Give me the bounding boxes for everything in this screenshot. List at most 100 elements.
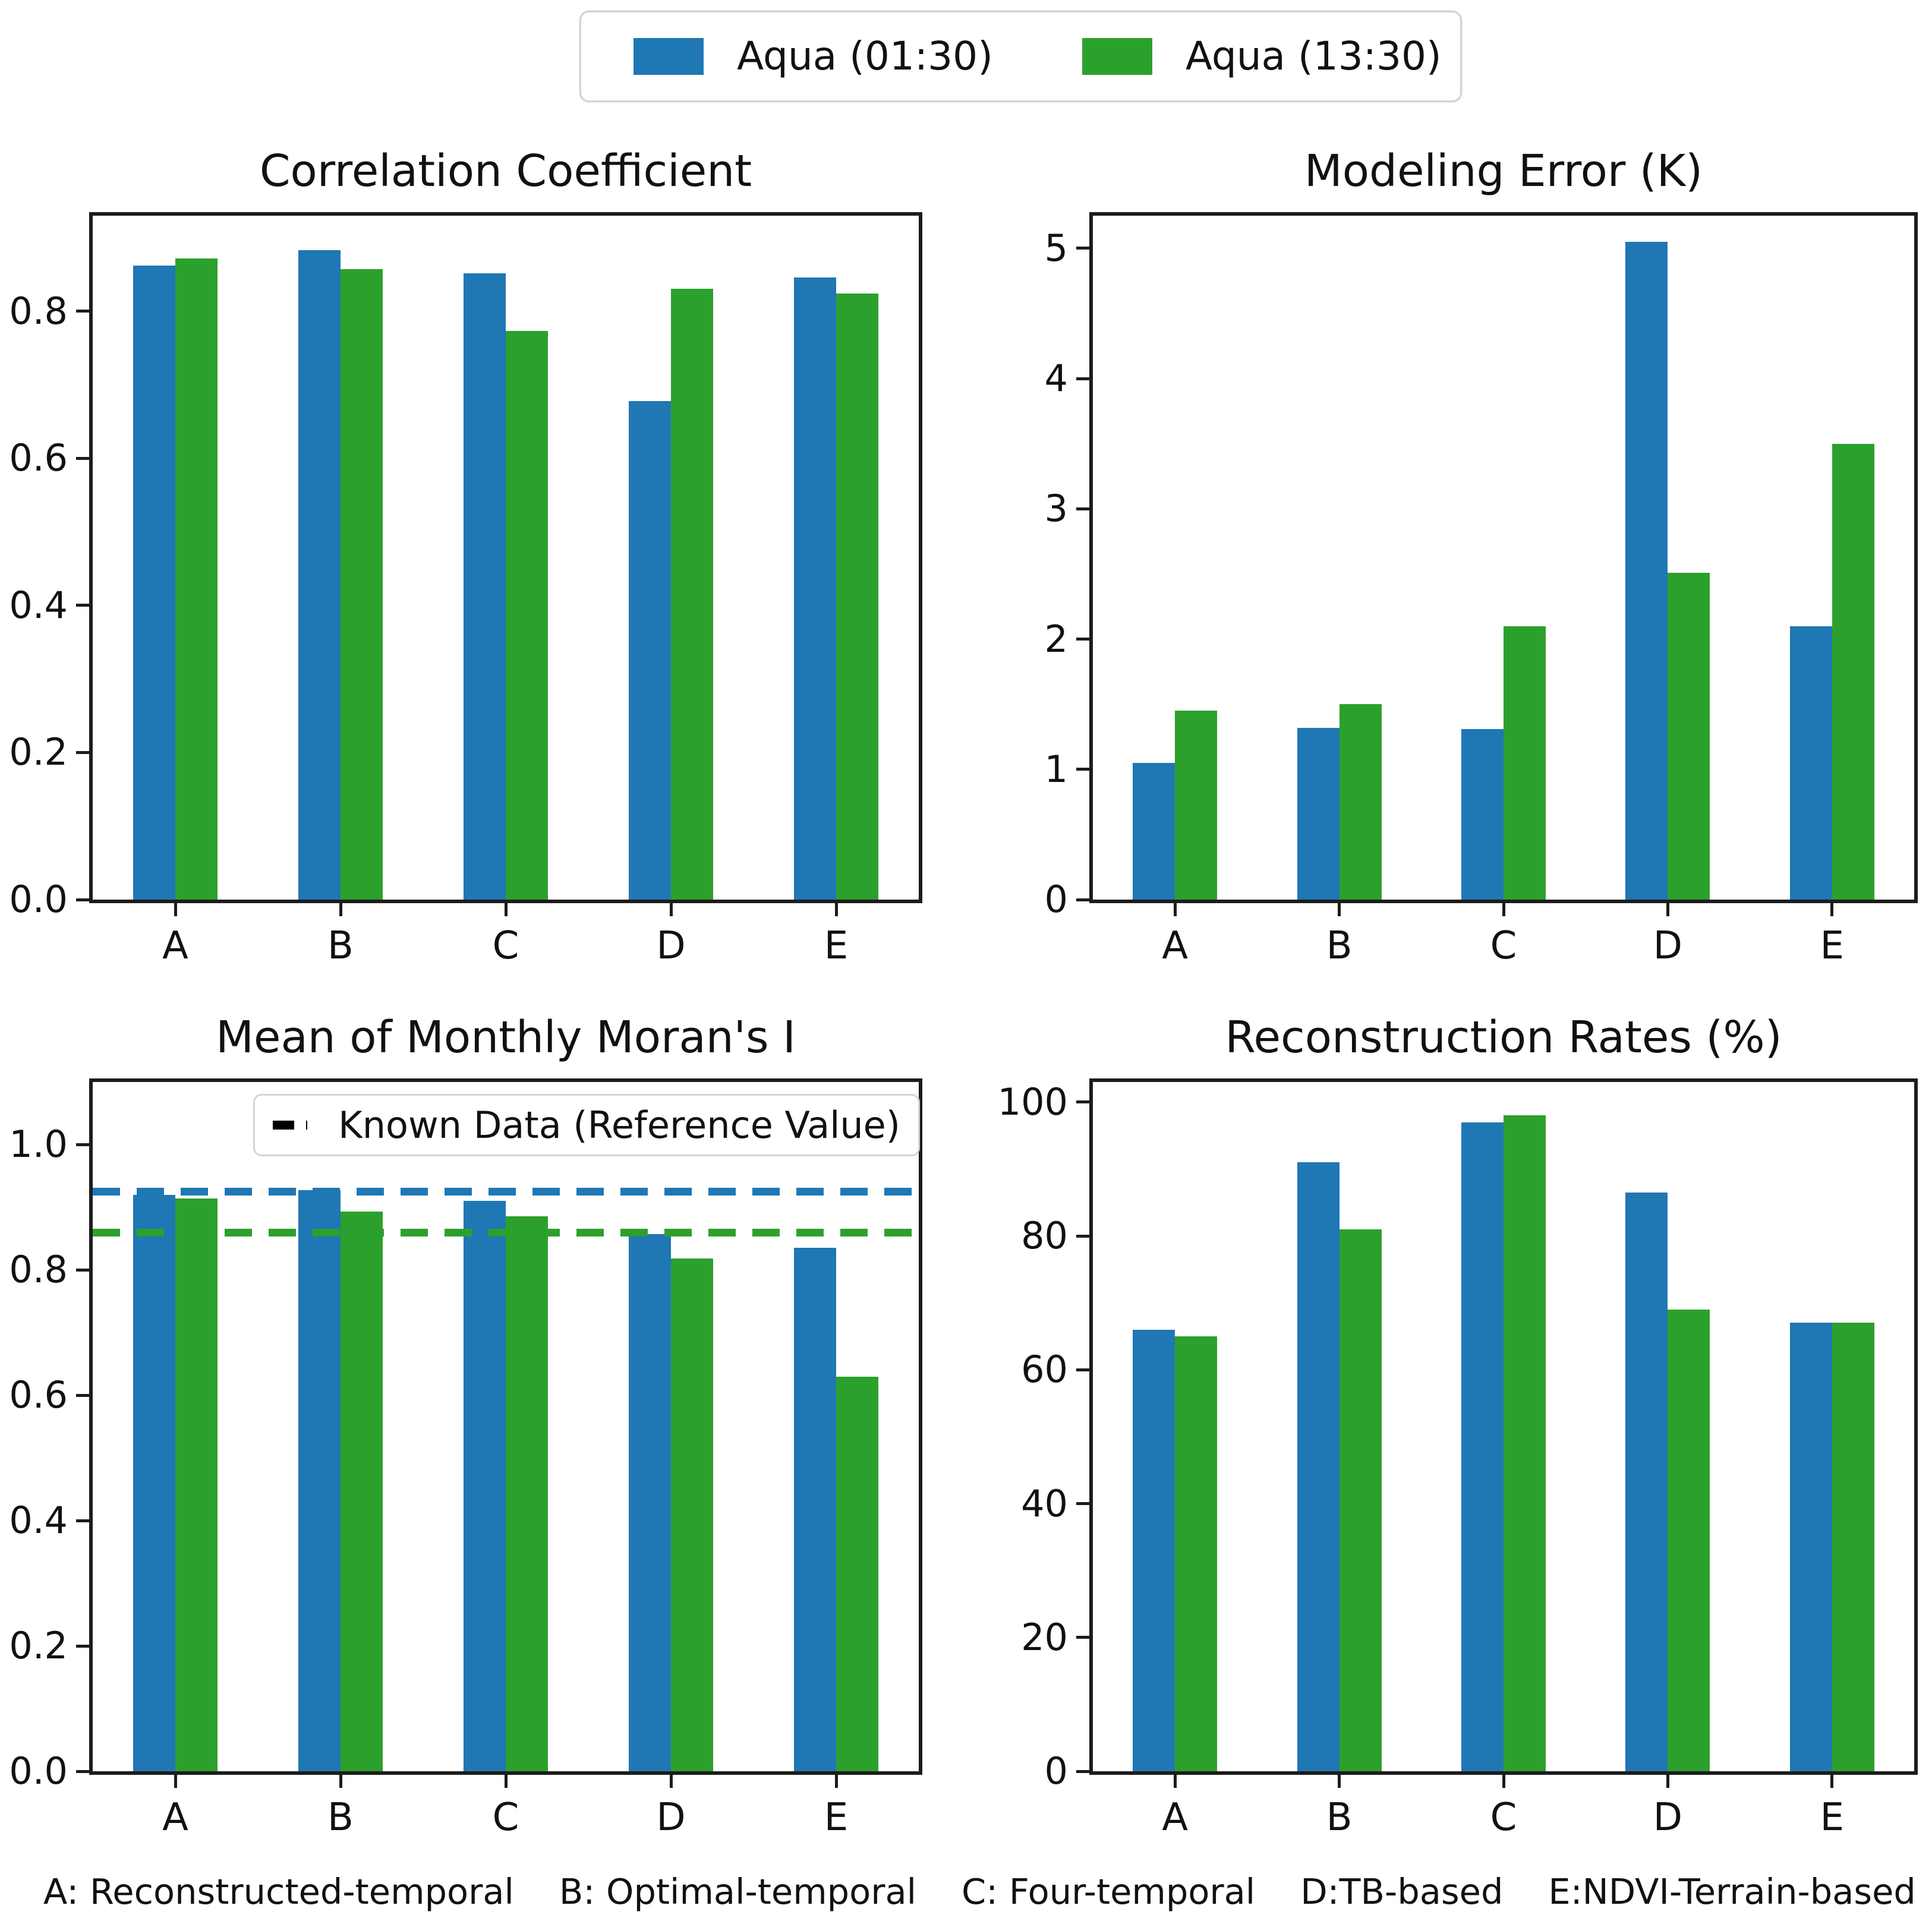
y-tick-label: 2 — [1044, 617, 1068, 661]
x-tick-mark — [669, 903, 673, 916]
y-tick-mark — [1076, 638, 1089, 641]
y-tick-label: 1 — [1044, 747, 1068, 791]
bar-D-blue — [629, 400, 671, 900]
chart-title: Mean of Monthly Moran's I — [216, 1012, 796, 1063]
bar-A-blue — [133, 266, 175, 900]
reference-line-green — [93, 1228, 919, 1236]
y-tick-label: 0.6 — [9, 1373, 68, 1417]
y-tick-mark — [76, 1769, 89, 1773]
y-tick-label: 80 — [1021, 1214, 1068, 1258]
y-tick-mark — [1076, 1234, 1089, 1238]
y-tick-label: 0.0 — [9, 1749, 68, 1793]
bar-B-green — [1339, 704, 1382, 900]
bar-A-green — [1175, 1336, 1218, 1771]
bar-D-green — [1668, 1309, 1710, 1771]
x-tick-mark — [834, 903, 838, 916]
y-tick-mark — [76, 456, 89, 460]
x-tick-mark — [339, 903, 342, 916]
x-tick-mark — [1338, 1775, 1341, 1788]
y-tick-label: 0 — [1044, 1749, 1068, 1793]
x-tick-label: B — [327, 1796, 354, 1840]
legend-item-aqua-0130: Aqua (01:30) — [634, 37, 993, 76]
bar-A-blue — [133, 1194, 175, 1771]
y-tick-mark — [1076, 1636, 1089, 1639]
chart-modeling-error: Modeling Error (K) 0 1 2 3 4 5 A B C D E — [1045, 146, 1918, 968]
bar-E-green — [1832, 1323, 1874, 1771]
y-tick-label: 1.0 — [9, 1122, 68, 1166]
y-tick-mark — [1076, 898, 1089, 901]
x-tick-mark — [669, 1775, 673, 1788]
bar-D-blue — [629, 1234, 671, 1771]
chart-title: Correlation Coefficient — [259, 146, 752, 197]
bar-A-green — [1175, 711, 1218, 900]
y-tick-label: 4 — [1044, 357, 1068, 400]
legend-item-aqua-1330: Aqua (13:30) — [1082, 37, 1442, 76]
chart-correlation-coefficient: Correlation Coefficient 0.0 0.2 0.4 0.6 0.8 A… — [9, 146, 922, 968]
x-tick-mark — [174, 1775, 177, 1788]
x-tick-mark — [1173, 903, 1177, 916]
x-tick-label: D — [1653, 1796, 1683, 1840]
x-tick-mark — [1830, 903, 1834, 916]
y-tick-mark — [1076, 247, 1089, 250]
x-tick-label: A — [1162, 924, 1189, 968]
x-tick-label: B — [327, 924, 354, 968]
bar-C-green — [1504, 1115, 1546, 1771]
x-tick-mark — [1502, 903, 1505, 916]
y-tick-mark — [76, 1268, 89, 1272]
legend-label: Aqua (01:30) — [737, 33, 993, 79]
bar-E-blue — [1789, 1323, 1832, 1771]
bar-C-blue — [1461, 728, 1504, 900]
y-tick-label: 3 — [1044, 487, 1068, 531]
bar-B-blue — [298, 1190, 341, 1771]
x-tick-mark — [834, 1775, 838, 1788]
bar-B-green — [1339, 1229, 1382, 1771]
y-tick-label: 40 — [1021, 1481, 1068, 1525]
x-tick-label: D — [656, 924, 686, 968]
y-tick-mark — [76, 1519, 89, 1522]
y-tick-label: 0 — [1044, 878, 1068, 921]
y-tick-label: 0.8 — [9, 1248, 68, 1292]
x-tick-label: A — [162, 1796, 188, 1840]
chart-moran-i: Mean of Monthly Moran's I 0.0 0.2 0.4 0.6 0.… — [9, 1012, 922, 1840]
y-tick-label: 0.0 — [9, 878, 68, 921]
bar-C-blue — [464, 1201, 506, 1771]
bar-E-blue — [1789, 626, 1832, 900]
x-tick-label: D — [1653, 924, 1683, 968]
x-tick-mark — [1338, 903, 1341, 916]
figure-legend: Aqua (01:30) Aqua (13:30) — [579, 11, 1462, 102]
x-tick-label: E — [824, 924, 849, 968]
bar-C-green — [506, 331, 548, 900]
x-tick-label: C — [492, 924, 519, 968]
y-tick-label: 0.2 — [9, 730, 68, 774]
reference-line-blue — [93, 1188, 919, 1196]
footnote-item-c: C: Four-temporal — [962, 1871, 1256, 1912]
bar-C-blue — [1461, 1122, 1504, 1771]
bar-E-blue — [794, 277, 836, 900]
bar-E-blue — [794, 1248, 836, 1771]
x-tick-label: A — [162, 924, 188, 968]
bar-D-green — [671, 1258, 713, 1771]
y-tick-mark — [76, 898, 89, 901]
bar-E-green — [836, 1376, 878, 1771]
y-tick-label: 0.2 — [9, 1624, 68, 1668]
y-tick-label: 0.6 — [9, 436, 68, 480]
bar-E-green — [836, 294, 878, 900]
x-tick-label: C — [492, 1796, 519, 1840]
y-tick-mark — [76, 1393, 89, 1397]
y-tick-label: 0.8 — [9, 289, 68, 333]
bar-D-green — [1668, 572, 1710, 900]
x-tick-label: B — [1326, 1796, 1353, 1840]
x-tick-mark — [1502, 1775, 1505, 1788]
y-tick-mark — [1076, 377, 1089, 380]
x-tick-mark — [504, 1775, 508, 1788]
x-tick-label: D — [656, 1796, 686, 1840]
y-tick-mark — [76, 1644, 89, 1648]
footnote: A: Reconstructed-temporal B: Optimal-tem… — [43, 1870, 1916, 1913]
x-tick-label: C — [1490, 1796, 1517, 1840]
x-tick-label: E — [824, 1796, 849, 1840]
x-tick-label: C — [1490, 924, 1517, 968]
chart-title: Modeling Error (K) — [1304, 146, 1703, 197]
bar-C-green — [506, 1216, 548, 1771]
y-tick-label: 100 — [997, 1080, 1068, 1124]
